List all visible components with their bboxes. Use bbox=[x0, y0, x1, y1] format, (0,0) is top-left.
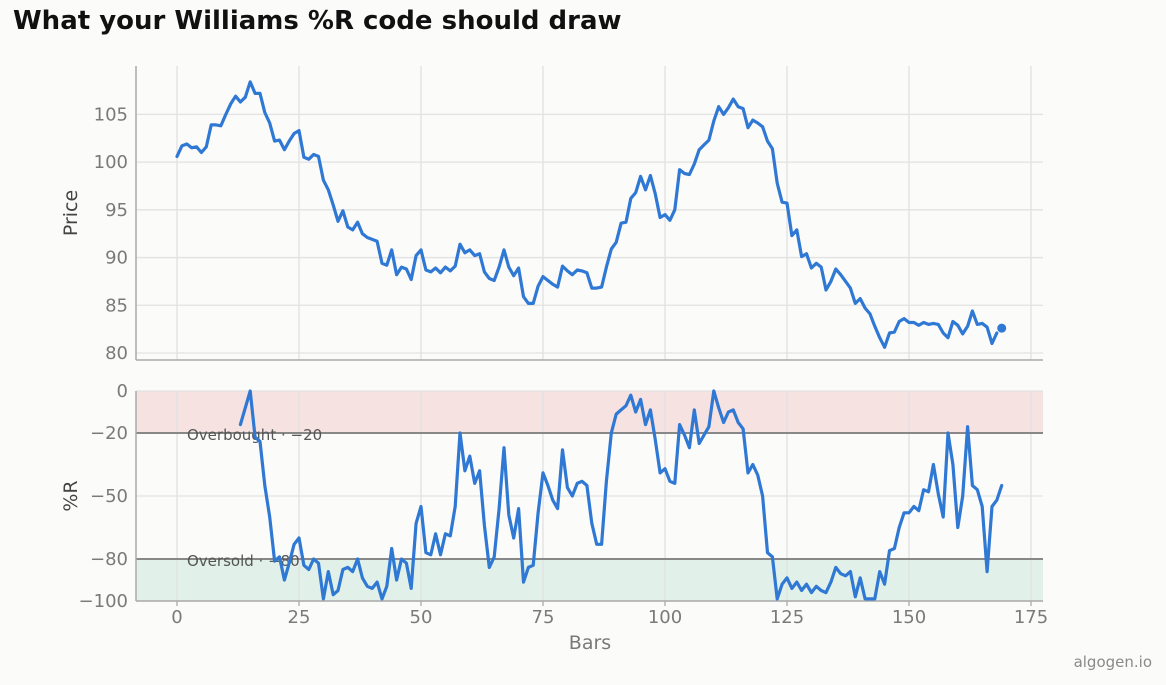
last-price-point bbox=[997, 323, 1007, 333]
ytick-label: 85 bbox=[105, 295, 128, 316]
ytick-label: 105 bbox=[94, 104, 128, 125]
reference-label: Oversold · −80 bbox=[187, 552, 300, 570]
zone-overbought bbox=[136, 391, 1043, 433]
xtick-label: 150 bbox=[892, 607, 926, 628]
ytick-label: −80 bbox=[90, 549, 128, 570]
xtick-label: 175 bbox=[1014, 607, 1048, 628]
ytick-label: −100 bbox=[79, 591, 128, 612]
watermark: algogen.io bbox=[1073, 653, 1152, 671]
ytick-label: 90 bbox=[105, 248, 128, 269]
ytick-label: −20 bbox=[90, 423, 128, 444]
xtick-label: 25 bbox=[288, 607, 311, 628]
chart-title: What your Williams %R code should draw bbox=[13, 6, 622, 36]
x-axis-title: Bars bbox=[569, 632, 611, 654]
y-axis-title-price: Price bbox=[60, 190, 82, 236]
ytick-label: 100 bbox=[94, 152, 128, 173]
y-axis-title-williams-r: %R bbox=[60, 480, 82, 511]
xtick-label: 125 bbox=[770, 607, 804, 628]
series-line-price bbox=[175, 80, 999, 349]
ytick-label: 95 bbox=[105, 200, 128, 221]
xtick-label: 75 bbox=[532, 607, 555, 628]
ytick-label: 0 bbox=[117, 381, 128, 402]
xtick-label: 100 bbox=[648, 607, 682, 628]
series-line-williams-r bbox=[238, 389, 1004, 601]
ytick-label: 80 bbox=[105, 343, 128, 364]
ytick-label: −50 bbox=[90, 486, 128, 507]
xtick-label: 50 bbox=[410, 607, 433, 628]
xtick-label: 0 bbox=[171, 607, 182, 628]
